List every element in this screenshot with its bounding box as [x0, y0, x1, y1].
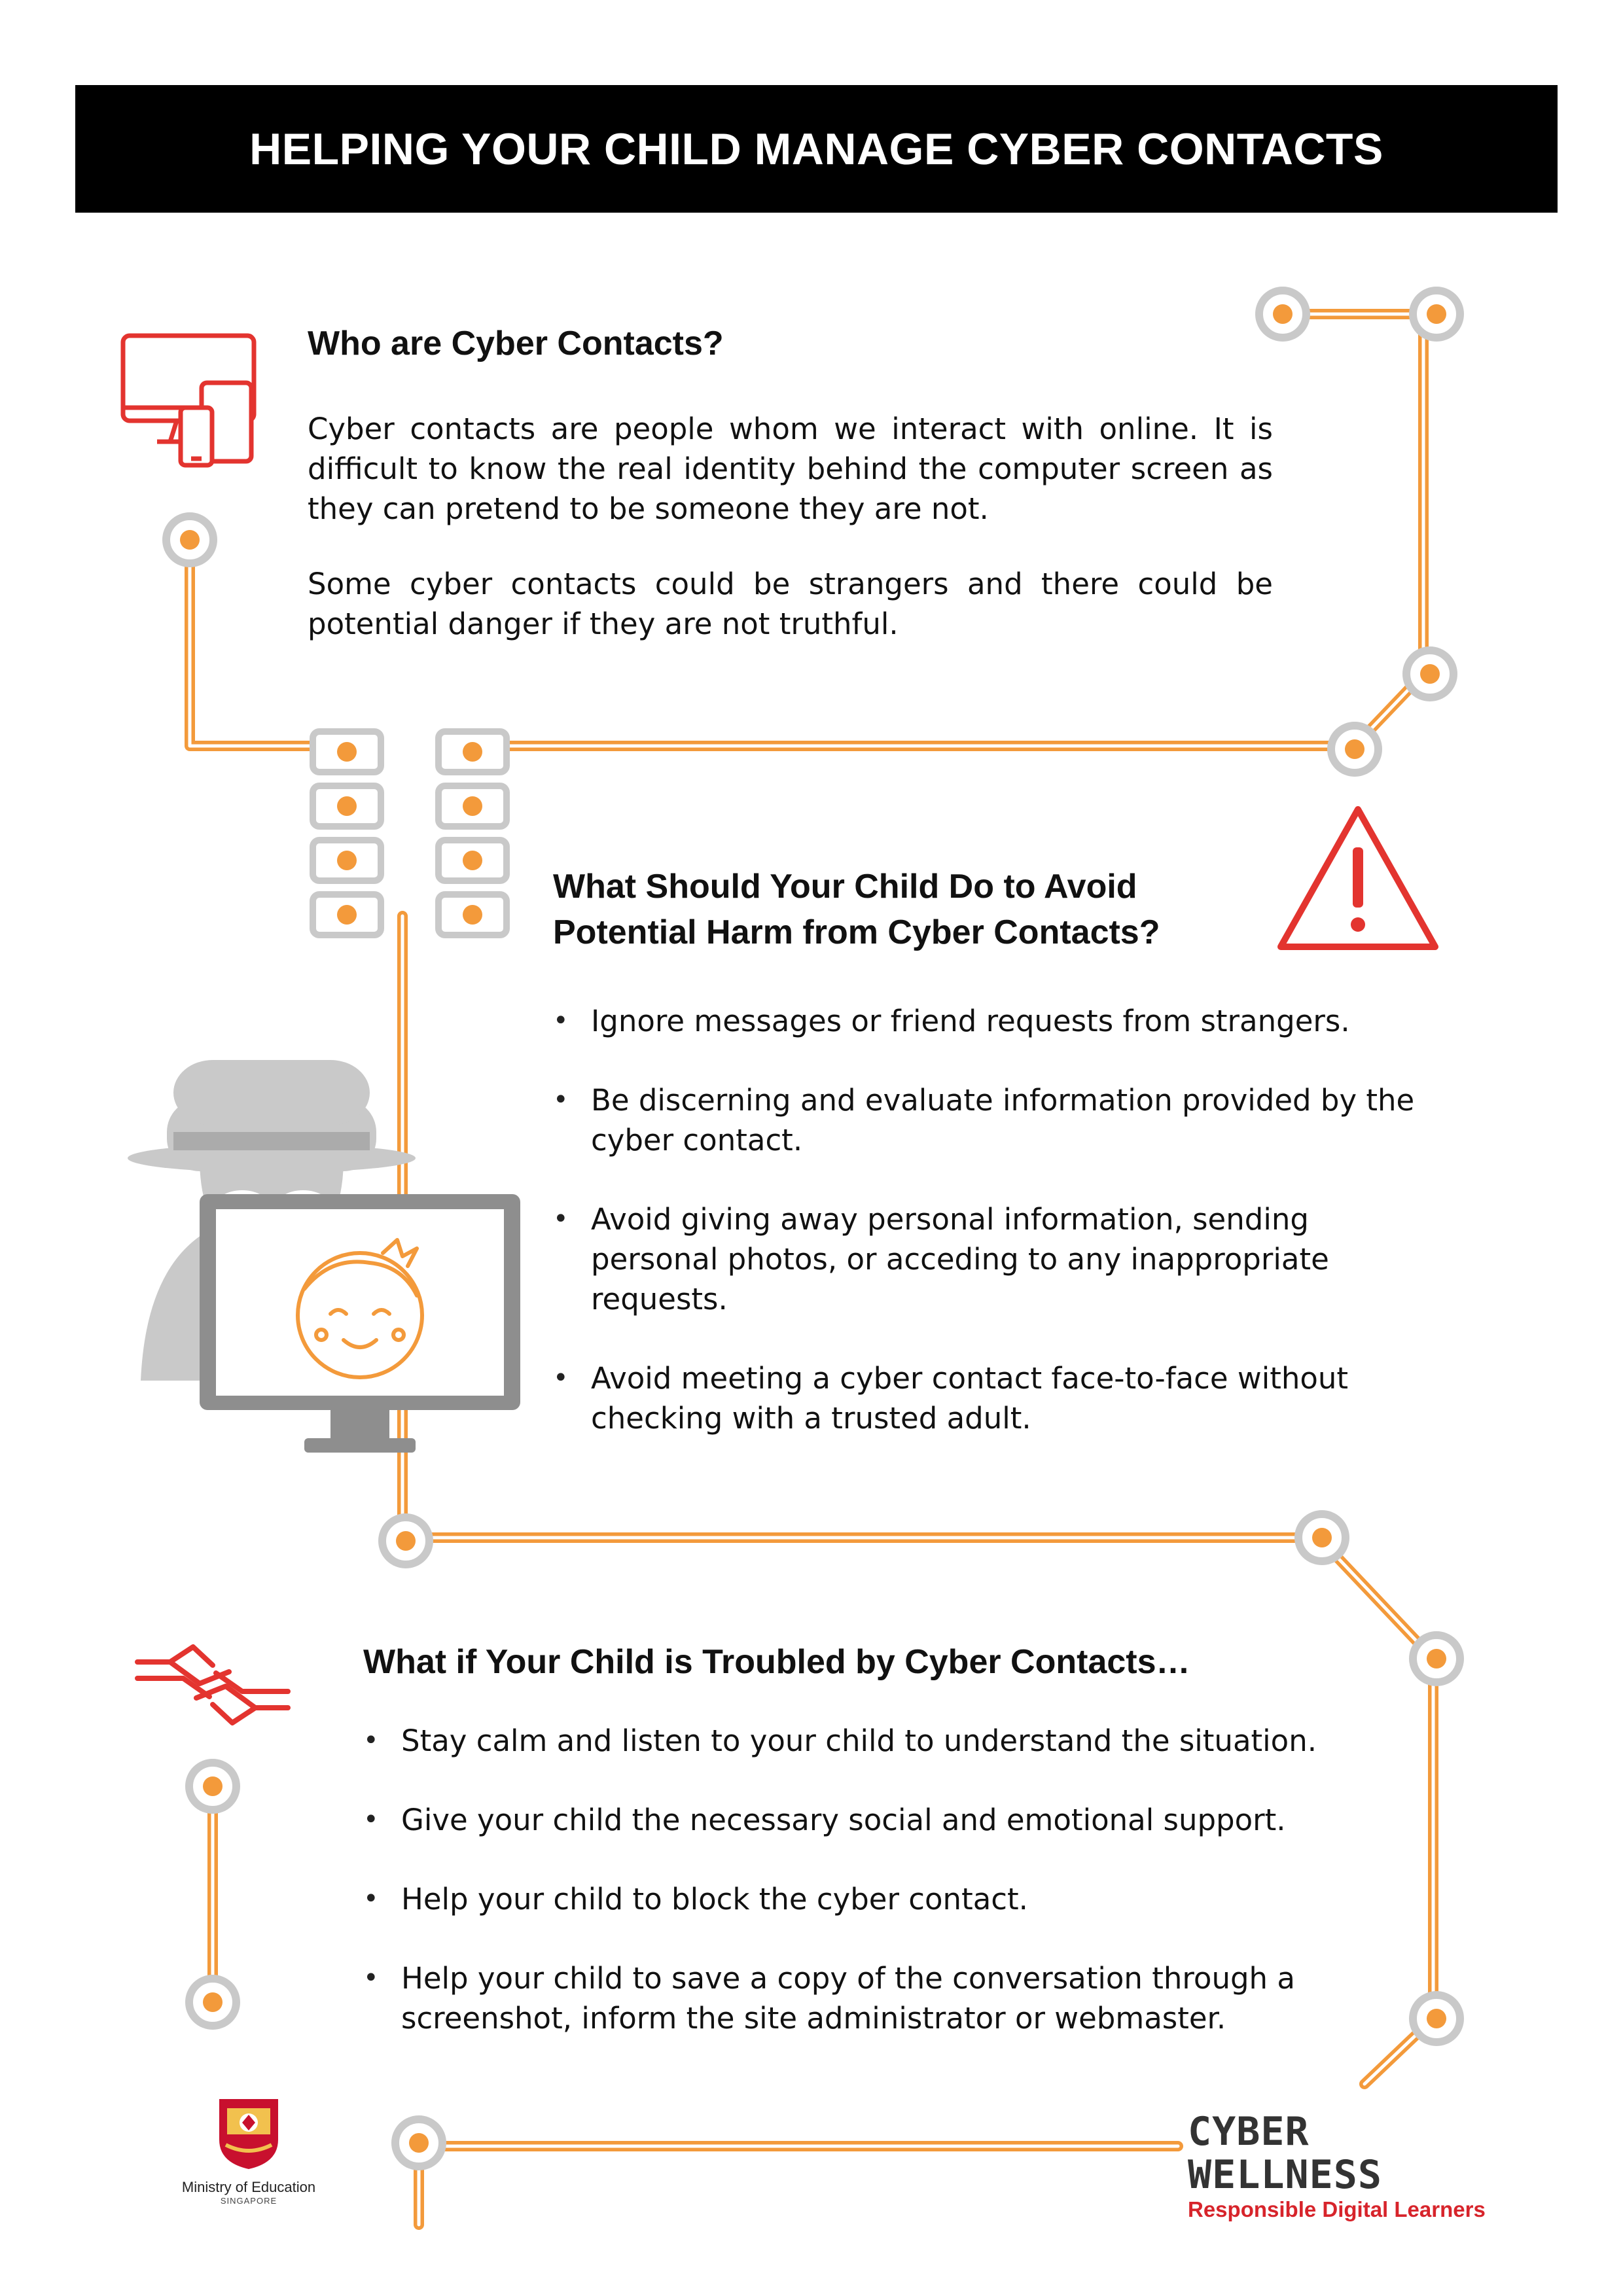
warning-icon: [1277, 806, 1438, 950]
circuit-node: [1294, 1510, 1349, 1565]
list-item: Be discerning and evaluate information p…: [553, 1080, 1502, 1160]
circuit-node: [1409, 1631, 1464, 1686]
circuit-node: [185, 1975, 240, 2030]
cyber-wellness-logo: CYBER WELLNESS Responsible Digital Learn…: [1188, 2110, 1489, 2223]
stranger-behind-monitor-illustration: [128, 1060, 520, 1453]
section2-heading-line2: Potential Harm from Cyber Contacts?: [553, 913, 1160, 951]
circuit-node: [162, 512, 217, 567]
cyber-wellness-subtitle: Responsible Digital Learners: [1188, 2197, 1486, 2221]
connector-block-node: [435, 891, 510, 938]
circuit-node: [1327, 722, 1382, 777]
list-item: Help your child to save a copy of the co…: [363, 1958, 1370, 2038]
circuit-node: [391, 2115, 446, 2170]
circuit-node: [185, 1759, 240, 1814]
list-item: Ignore messages or friend requests from …: [553, 1001, 1502, 1041]
list-item: Avoid giving away personal information, …: [553, 1199, 1396, 1319]
connector-block-node: [310, 837, 384, 884]
helping-hands-icon: [135, 1644, 291, 1725]
cyber-wellness-title: CYBER WELLNESS: [1188, 2109, 1382, 2198]
devices-icon: [120, 333, 257, 468]
connector-block-node: [435, 837, 510, 884]
section1-heading: Who are Cyber Contacts?: [308, 325, 724, 362]
list-item: Help your child to block the cyber conta…: [363, 1879, 1378, 1919]
circuit-node: [1402, 646, 1457, 701]
connector-block-node: [310, 783, 384, 830]
list-item: Stay calm and listen to your child to un…: [363, 1721, 1378, 1761]
moe-country: SINGAPORE: [220, 2196, 277, 2206]
section3-bullet-list: Stay calm and listen to your child to un…: [363, 1721, 1378, 2077]
connector-block-node: [435, 783, 510, 830]
connector-block-node: [310, 728, 384, 775]
circuit-node: [1255, 287, 1310, 342]
connector-block-node: [310, 891, 384, 938]
moe-logo: Ministry of Education SINGAPORE: [164, 2094, 334, 2212]
list-item: Give your child the necessary social and…: [363, 1800, 1378, 1840]
page-title: HELPING YOUR CHILD MANAGE CYBER CONTACTS: [249, 124, 1383, 174]
moe-crest-icon: [219, 2099, 278, 2169]
section1-paragraph-2: Some cyber contacts could be strangers a…: [308, 567, 1273, 641]
connector-block-node: [435, 728, 510, 775]
section3-heading: What if Your Child is Troubled by Cyber …: [363, 1643, 1190, 1681]
title-banner: HELPING YOUR CHILD MANAGE CYBER CONTACTS: [75, 85, 1558, 213]
section2-heading-line1: What Should Your Child Do to Avoid: [553, 868, 1137, 906]
circuit-node: [1409, 287, 1464, 342]
moe-name: Ministry of Education: [181, 2179, 316, 2195]
list-item: Avoid meeting a cyber contact face-to-fa…: [553, 1358, 1474, 1438]
section2-bullet-list: Ignore messages or friend requests from …: [553, 1001, 1502, 1477]
circuit-node: [1409, 1991, 1464, 2046]
circuit-node: [378, 1513, 433, 1568]
section1-paragraph-1: Cyber contacts are people whom we intera…: [308, 412, 1273, 526]
